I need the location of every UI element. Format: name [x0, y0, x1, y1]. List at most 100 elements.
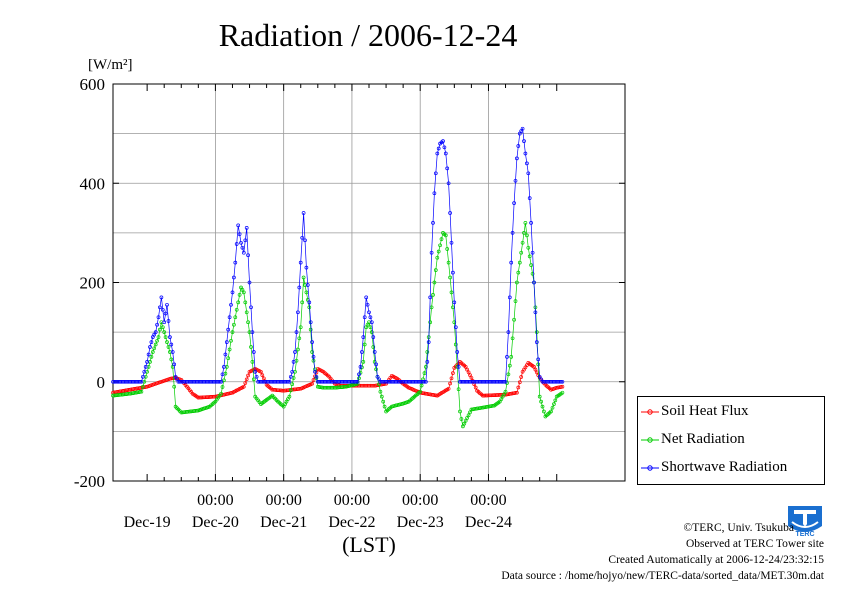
- data-point-shortwave-radiation: [222, 365, 226, 369]
- data-point-shortwave-radiation: [241, 250, 246, 255]
- data-point-shortwave-radiation: [361, 335, 366, 339]
- data-point-shortwave-radiation: [253, 369, 258, 374]
- data-point-shortwave-radiation: [311, 355, 316, 359]
- data-point-net-radiation: [433, 268, 438, 272]
- data-point-shortwave-radiation: [526, 171, 531, 176]
- series-line-net-radiation: [112, 222, 563, 428]
- series-layer: [111, 126, 565, 429]
- data-point-shortwave-radiation: [510, 231, 515, 235]
- data-point-shortwave-radiation: [357, 372, 361, 377]
- y-tick-label: 0: [97, 373, 106, 392]
- data-point-net-radiation: [232, 322, 236, 327]
- data-point-shortwave-radiation: [560, 379, 565, 384]
- data-point-net-radiation: [503, 389, 508, 394]
- data-point-net-radiation: [425, 350, 430, 354]
- data-point-net-radiation: [308, 327, 313, 332]
- x-ticks: 00:00 00:00 00:00 00:00 00:00 Dec-19 Dec-20 Dec…: [124, 84, 558, 531]
- data-point-shortwave-radiation: [371, 335, 376, 339]
- y-tick-label: 200: [80, 274, 106, 293]
- data-point-shortwave-radiation: [143, 365, 148, 369]
- data-point-soil-heat-flux: [243, 381, 248, 385]
- data-point-net-radiation: [296, 347, 300, 352]
- data-point-net-radiation: [418, 389, 423, 394]
- data-point-shortwave-radiation: [516, 144, 521, 148]
- data-point-net-radiation: [436, 249, 441, 254]
- data-point-shortwave-radiation: [232, 275, 236, 280]
- data-point-shortwave-radiation: [533, 310, 538, 315]
- x-axis-label: (LST): [342, 532, 396, 557]
- credit-observed: Observed at TERC Tower site: [685, 538, 824, 550]
- data-point-shortwave-radiation: [287, 379, 292, 384]
- data-point-net-radiation: [522, 231, 526, 235]
- data-point-shortwave-radiation: [243, 238, 248, 243]
- data-point-shortwave-radiation: [286, 379, 290, 384]
- data-point-shortwave-radiation: [503, 379, 508, 384]
- data-point-shortwave-radiation: [433, 171, 438, 176]
- data-point-shortwave-radiation: [368, 315, 373, 320]
- data-point-shortwave-radiation: [374, 362, 378, 367]
- data-point-shortwave-radiation: [502, 379, 506, 384]
- data-point-net-radiation: [461, 424, 465, 429]
- data-point-net-radiation: [220, 385, 225, 389]
- data-point-shortwave-radiation: [355, 379, 360, 384]
- data-point-shortwave-radiation: [505, 355, 509, 359]
- data-point-shortwave-radiation: [227, 315, 232, 320]
- data-point-net-radiation: [459, 417, 464, 421]
- data-point-shortwave-radiation: [158, 305, 162, 310]
- data-point-shortwave-radiation: [435, 151, 440, 156]
- data-point-shortwave-radiation: [443, 151, 448, 156]
- data-point-shortwave-radiation: [512, 201, 516, 205]
- data-point-shortwave-radiation: [155, 322, 159, 327]
- data-point-net-radiation: [419, 383, 424, 388]
- data-point-shortwave-radiation: [425, 360, 430, 364]
- data-point-net-radiation: [150, 350, 155, 354]
- grid-lines: [113, 84, 625, 481]
- legend-label-net-radiation: Net Radiation: [661, 431, 745, 447]
- data-point-shortwave-radiation: [513, 178, 518, 183]
- data-point-shortwave-radiation: [448, 211, 452, 215]
- data-point-shortwave-radiation: [455, 350, 460, 354]
- data-point-net-radiation: [431, 293, 435, 297]
- data-point-soil-heat-flux: [469, 375, 474, 380]
- data-point-shortwave-radiation: [428, 295, 433, 300]
- data-point-shortwave-radiation: [515, 156, 519, 161]
- data-point-shortwave-radiation: [149, 340, 154, 344]
- data-point-shortwave-radiation: [141, 374, 145, 379]
- data-point-soil-heat-flux: [241, 384, 246, 389]
- data-point-net-radiation: [465, 416, 469, 420]
- data-point-shortwave-radiation: [422, 379, 427, 384]
- data-point-net-radiation: [244, 310, 249, 315]
- legend: Soil Heat Flux Net Radiation Shortwave R…: [637, 396, 825, 485]
- data-point-net-radiation: [236, 300, 241, 305]
- data-point-net-radiation: [381, 399, 386, 404]
- data-point-shortwave-radiation: [163, 311, 168, 316]
- data-point-net-radiation: [162, 330, 167, 334]
- data-point-soil-heat-flux: [517, 380, 522, 385]
- data-point-shortwave-radiation: [223, 352, 228, 357]
- data-point-net-radiation: [443, 233, 448, 238]
- data-point-net-radiation: [234, 307, 239, 312]
- data-point-shortwave-radiation: [445, 166, 450, 171]
- legend-marker-shortwave-radiation: [641, 465, 659, 471]
- data-point-net-radiation: [230, 330, 235, 334]
- data-point-shortwave-radiation: [532, 280, 536, 285]
- data-point-shortwave-radiation: [166, 319, 171, 323]
- day-label: Dec-24: [465, 514, 512, 531]
- legend-label-soil-heat-flux: Soil Heat Flux: [661, 403, 749, 419]
- data-point-net-radiation: [160, 325, 165, 330]
- data-point-shortwave-radiation: [449, 240, 454, 245]
- data-point-net-radiation: [288, 388, 293, 393]
- data-point-shortwave-radiation: [250, 330, 255, 334]
- data-point-net-radiation: [463, 418, 468, 423]
- data-point-net-radiation: [251, 377, 256, 382]
- data-point-shortwave-radiation: [159, 295, 164, 300]
- data-point-net-radiation: [297, 336, 302, 341]
- data-point-soil-heat-flux: [449, 376, 454, 381]
- data-point-net-radiation: [534, 330, 539, 334]
- data-point-shortwave-radiation: [247, 280, 252, 285]
- data-point-net-radiation: [246, 320, 250, 325]
- data-point-shortwave-radiation: [219, 379, 223, 384]
- data-point-net-radiation: [540, 404, 545, 409]
- data-point-shortwave-radiation: [234, 242, 239, 246]
- data-point-net-radiation: [227, 347, 232, 352]
